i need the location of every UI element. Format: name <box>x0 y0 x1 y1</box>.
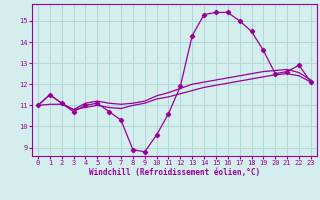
X-axis label: Windchill (Refroidissement éolien,°C): Windchill (Refroidissement éolien,°C) <box>89 168 260 177</box>
